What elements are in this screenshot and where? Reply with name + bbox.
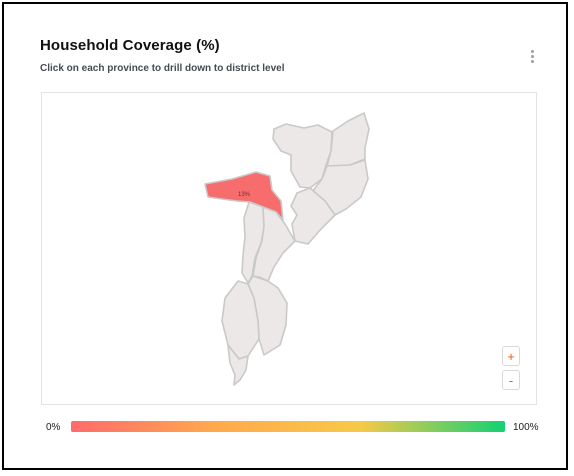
map-container: 13% + - — [41, 92, 537, 405]
kebab-menu-icon[interactable] — [528, 50, 536, 66]
legend-max-label: 100% — [513, 422, 539, 433]
province-cabo-delgado[interactable] — [326, 112, 370, 167]
household-coverage-card: Household Coverage (%) Click on each pro… — [4, 4, 566, 468]
screenshot-frame: Household Coverage (%) Click on each pro… — [2, 2, 568, 470]
card-title: Household Coverage (%) — [40, 37, 220, 54]
card-subtitle: Click on each province to drill down to … — [40, 63, 285, 74]
province-maputo[interactable] — [227, 344, 249, 386]
legend-min-label: 0% — [46, 422, 61, 433]
legend-gradient-bar — [71, 421, 505, 432]
zoom-in-button[interactable]: + — [502, 346, 520, 366]
tete-value-label: 13% — [238, 192, 251, 198]
zoom-out-button[interactable]: - — [502, 370, 520, 390]
mozambique-map: 13% — [204, 112, 370, 386]
